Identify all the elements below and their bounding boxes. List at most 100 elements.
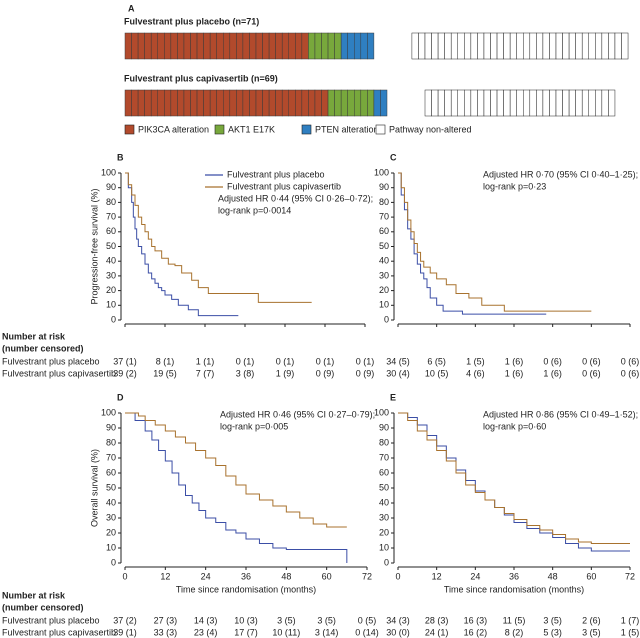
y-tick-label: 100 [101,167,116,177]
y-tick-label: 100 [101,407,116,417]
cell [340,89,348,117]
risk-cell: 34 (5) [386,356,410,366]
y-tick-label: 20 [379,527,389,537]
cell [509,89,517,117]
risk-cell: 6 (5) [427,356,446,366]
cell [621,32,629,60]
cell [157,89,165,117]
cell [301,32,309,60]
risk-row-label: Fulvestrant plus capivasertib [2,627,116,637]
y-tick-label: 80 [106,197,116,207]
cell [601,32,609,60]
risk-cell: 1 (5) [466,356,485,366]
cell [490,89,498,117]
cell [424,89,432,117]
risk-cell: 1 (6) [505,368,524,378]
cell [275,89,283,117]
y-tick-label: 60 [106,226,116,236]
legend-label: AKT1 E17K [228,124,275,134]
annotation: log-rank p=0·005 [220,421,288,431]
survival-curve [398,172,547,315]
cell [542,89,550,117]
cell [562,89,570,117]
cell [137,32,145,60]
cell [124,32,132,60]
y-tick-label: 30 [106,270,116,280]
cell [124,89,132,117]
cell [177,89,185,117]
risk-cell: 1 (7) [621,615,640,625]
cell [131,89,139,117]
annotation: log-rank p=0·60 [483,421,546,431]
cell [523,89,531,117]
cell [367,32,375,60]
risk-cell: 0 (6) [582,356,601,366]
risk-cell: 30 (4) [386,368,410,378]
cell [262,32,270,60]
risk-header: (number censored) [2,343,84,353]
y-tick-label: 80 [106,437,116,447]
cell [496,89,504,117]
y-tick-label: 80 [379,437,389,447]
cell [588,89,596,117]
legend-label: Fulvestrant plus capivasertib [227,181,341,191]
risk-cell: 10 (3) [234,615,258,625]
cell [562,32,570,60]
risk-cell: 28 (3) [425,615,449,625]
cell [464,32,472,60]
risk-cell: 5 (3) [543,627,562,637]
cell [542,32,550,60]
y-tick-label: 60 [379,467,389,477]
y-tick-label: 90 [106,182,116,192]
risk-cell: 3 (5) [582,627,601,637]
annotation: log-rank p=0·23 [483,181,546,191]
cell [157,32,165,60]
risk-cell: 39 (1) [113,627,137,637]
cell [601,89,609,117]
cell [516,32,524,60]
x-tick-label: 24 [201,571,211,581]
cell [575,32,583,60]
cell [549,89,557,117]
risk-cell: 0 (9) [316,368,335,378]
legend-label: Fulvestrant plus placebo [227,169,325,179]
cell [450,32,459,60]
y-tick-label: 70 [379,452,389,462]
cell [216,32,224,60]
cell [334,89,342,117]
cell [367,89,375,117]
cell [444,32,452,60]
cell [301,89,309,117]
x-tick-label: 60 [586,571,596,581]
cell [470,89,478,117]
cell [255,89,263,117]
legend-swatch [375,124,386,135]
x-tick-label: 0 [122,571,127,581]
cell [457,32,465,60]
cell [216,89,224,117]
panel-label: A [128,3,135,13]
survival-curve [125,412,347,528]
risk-cell: 3 (14) [315,627,339,637]
cell [236,32,244,60]
risk-cell: 3 (5) [317,615,336,625]
y-tick-label: 100 [374,167,389,177]
cell [536,32,544,60]
y-axis-title: Progression-free survival (%) [89,188,99,304]
y-tick-label: 20 [106,527,116,537]
cell [170,32,178,60]
y-tick-label: 20 [106,285,116,295]
risk-cell: 0 (14) [355,627,379,637]
risk-header: Number at risk [2,590,66,600]
cell [327,89,335,117]
y-tick-label: 90 [379,422,389,432]
cell [183,32,191,60]
risk-cell: 3 (5) [543,615,562,625]
legend-label: PIK3CA alteration [138,124,209,134]
risk-cell: 4 (6) [466,368,485,378]
y-tick-label: 100 [374,407,389,417]
risk-cell: 1 (6) [505,356,524,366]
cell [431,32,439,60]
y-tick-label: 40 [106,497,116,507]
